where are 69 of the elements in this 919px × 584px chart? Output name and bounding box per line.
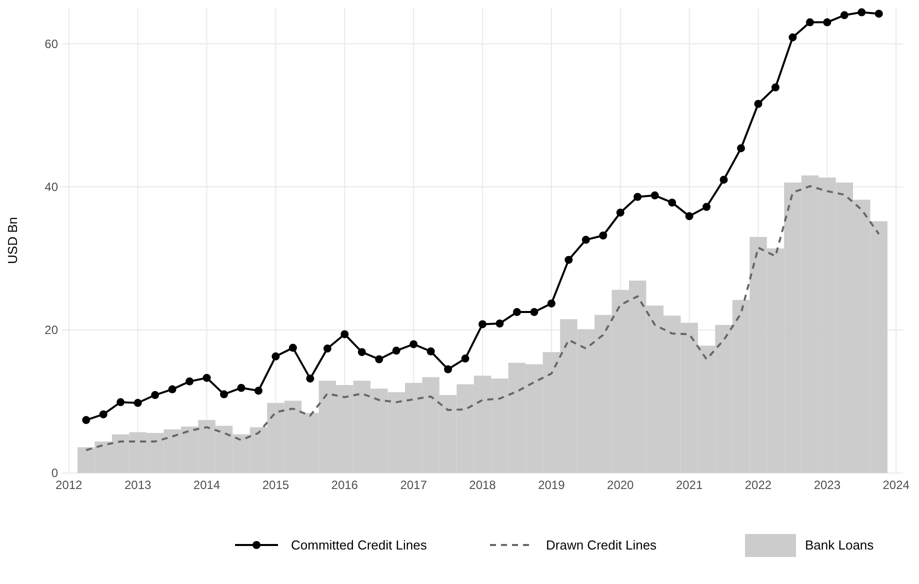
point: [288, 344, 297, 352]
point: [599, 231, 608, 240]
point: [668, 198, 676, 207]
point: [306, 374, 314, 383]
legend-label: Committed Credit Lines: [291, 538, 428, 552]
point: [410, 340, 418, 348]
point: [823, 18, 832, 26]
point: [582, 236, 590, 244]
x-tick-label: 2023: [814, 478, 841, 492]
point: [720, 176, 728, 184]
point: [564, 256, 573, 264]
point: [788, 33, 797, 42]
y-tick-label: 0: [51, 466, 58, 480]
y-tick-label: 60: [44, 36, 58, 51]
point: [392, 346, 400, 355]
point: [650, 191, 659, 200]
x-tick-label: 2020: [607, 478, 634, 492]
point: [616, 208, 624, 217]
point: [530, 308, 538, 316]
point: [737, 144, 746, 152]
point: [237, 384, 246, 392]
y-axis-title: USD Bn: [5, 217, 20, 264]
point: [186, 377, 194, 386]
point: [358, 348, 366, 356]
point: [858, 8, 866, 16]
point: [806, 18, 814, 26]
point: [444, 365, 452, 374]
point: [151, 391, 160, 400]
x-tick-label: 2014: [193, 478, 220, 492]
x-tick-label: 2022: [744, 478, 772, 492]
point: [634, 192, 642, 201]
point: [168, 385, 176, 394]
point: [685, 212, 694, 220]
point: [874, 10, 883, 18]
x-tick-label: 2019: [538, 478, 566, 492]
point: [254, 386, 262, 395]
x-tick-label: 2016: [331, 478, 358, 492]
point: [426, 347, 435, 356]
x-tick-label: 2015: [262, 478, 290, 492]
x-tick-label: 2012: [56, 478, 83, 492]
point: [340, 330, 349, 338]
legend-label: Drawn Credit Lines: [546, 538, 658, 552]
x-tick-label: 2013: [124, 478, 152, 492]
line-series: [85, 185, 880, 452]
point: [771, 83, 780, 92]
point: [478, 320, 486, 328]
point: [461, 354, 470, 363]
point: [99, 410, 108, 418]
point: [116, 398, 125, 406]
point: [840, 11, 848, 20]
point: [134, 398, 142, 407]
point: [272, 352, 280, 360]
point: [496, 319, 504, 328]
point: [323, 344, 332, 353]
y-tick-label: 20: [44, 322, 58, 337]
point: [512, 308, 521, 316]
point: [220, 390, 228, 398]
point: [547, 299, 556, 308]
point: [375, 355, 384, 364]
x-tick-label: 2017: [400, 478, 428, 492]
x-tick-label: 2024: [882, 478, 910, 492]
point: [202, 374, 211, 382]
point: [754, 100, 762, 108]
x-tick-label: 2018: [469, 478, 496, 492]
y-tick-label: 40: [44, 180, 58, 194]
point: [702, 202, 711, 211]
x-tick-label: 2021: [676, 478, 703, 492]
legend-label: Bank Loans: [805, 538, 874, 552]
point: [82, 416, 90, 424]
